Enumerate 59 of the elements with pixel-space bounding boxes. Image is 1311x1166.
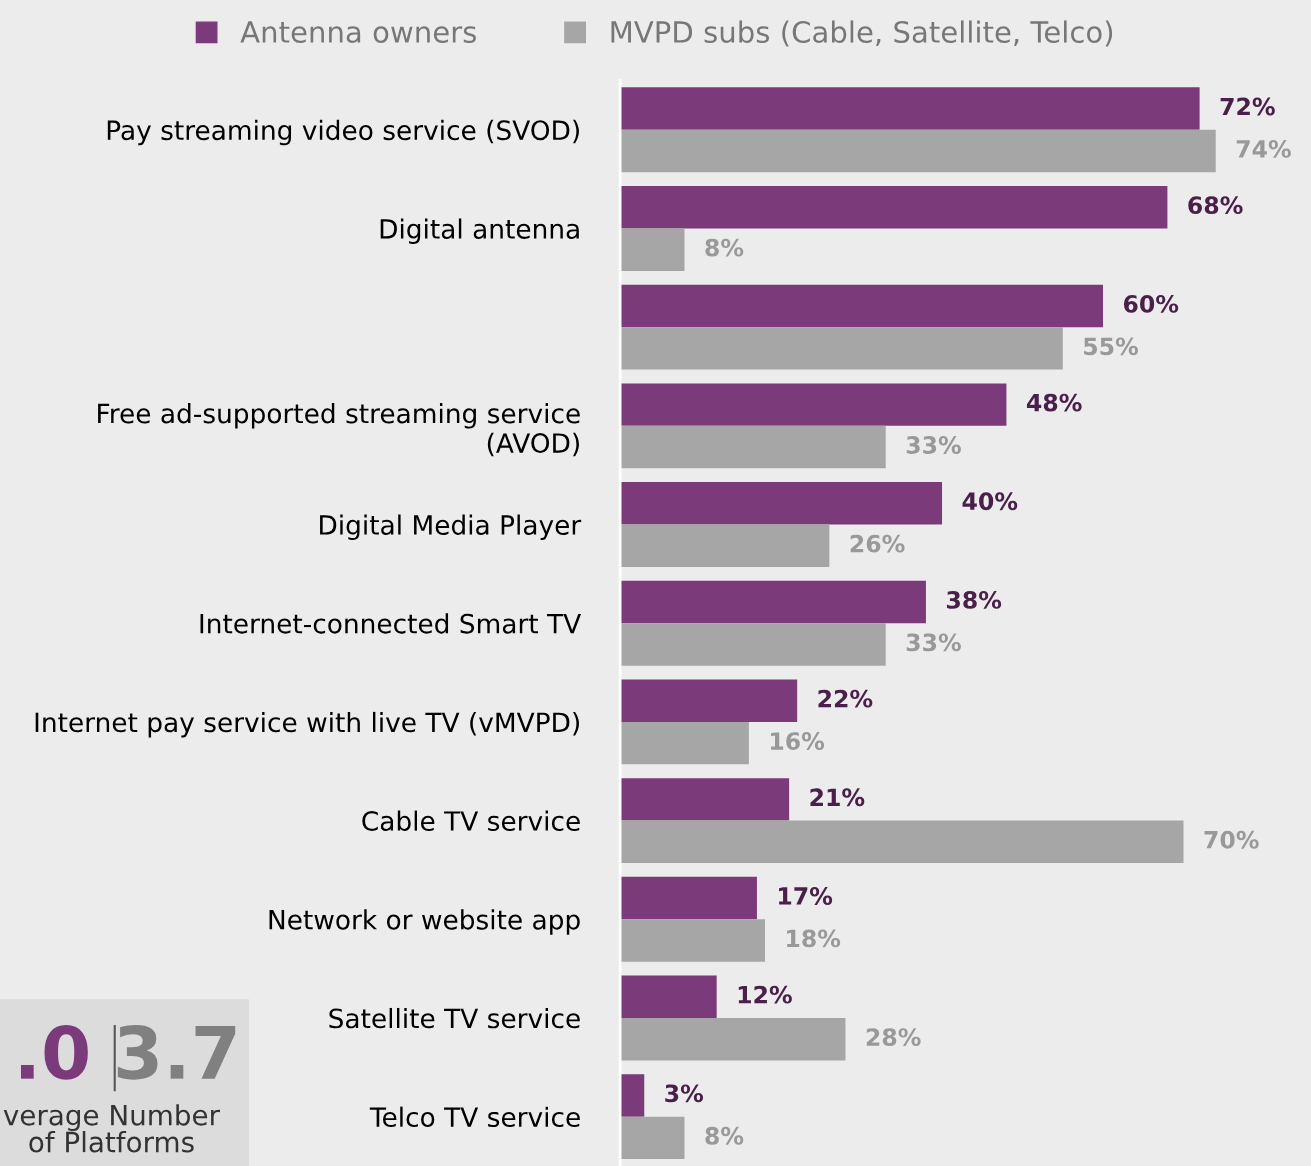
legend-label: MVPD subs (Cable, Satellite, Telco): [611, 20, 1113, 47]
data-label: 21%: [810, 788, 865, 807]
data-label: 55%: [1084, 337, 1138, 356]
bar: [620, 1116, 685, 1160]
bar: [620, 1017, 846, 1061]
bar: [620, 425, 886, 469]
data-label: 33%: [906, 436, 961, 454]
y-tick-label: Internet-connected Smart TV: [200, 613, 581, 634]
text: .0: [20, 1025, 88, 1080]
data-label: 74%: [1236, 140, 1291, 158]
y-tick-label: Network or website app: [269, 909, 580, 935]
bar: [620, 623, 886, 666]
bar: [620, 383, 1007, 426]
data-label: 33%: [906, 633, 961, 652]
data-label: 8%: [705, 238, 744, 257]
bar: [620, 284, 1104, 328]
bar: [620, 679, 798, 722]
y-tick-label: Free ad-supported streaming service (AVOD): [98, 403, 580, 457]
bar: [620, 482, 943, 525]
data-label: 40%: [962, 492, 1018, 511]
bar: [620, 820, 1184, 864]
data-label: 70%: [1204, 830, 1259, 849]
data-label: 68%: [1188, 196, 1243, 215]
data-label: 16%: [770, 732, 825, 750]
bar: [620, 919, 765, 962]
y-tick-label: Telco TV service: [369, 1106, 580, 1128]
data-label: 17%: [779, 887, 833, 905]
bar: [620, 975, 717, 1018]
data-label: 48%: [1026, 393, 1082, 412]
data-label: 22%: [818, 689, 873, 708]
bar: [620, 129, 1216, 173]
y-tick-label: Pay streaming video service (SVOD): [107, 119, 579, 146]
y-tick-label: Digital Media Player: [320, 514, 582, 541]
data-label: 8%: [705, 1126, 744, 1145]
data-label: 12%: [738, 985, 792, 1004]
text: 3.7: [117, 1025, 236, 1080]
y-tick-label: Internet pay service with live TV (vMVPD): [35, 711, 579, 738]
bar: [620, 721, 749, 765]
bar: [620, 524, 830, 567]
data-label: 72%: [1220, 97, 1275, 116]
bar: [620, 1074, 645, 1117]
text: verage Number of Platforms: [3, 1104, 220, 1153]
bar: [620, 186, 1168, 229]
data-label: 3%: [665, 1084, 704, 1103]
bar: [620, 778, 790, 821]
y-tick-label: Satellite TV service: [329, 1007, 580, 1029]
legend-label: Antenna owners: [240, 21, 476, 43]
data-label: 38%: [946, 591, 1002, 609]
y-tick-label: Digital antenna: [380, 218, 579, 244]
data-label: 60%: [1123, 294, 1179, 313]
data-label: 26%: [850, 534, 905, 553]
bar: [620, 327, 1063, 370]
bar: [620, 87, 1200, 130]
bar: [620, 580, 926, 624]
data-label: 28%: [866, 1028, 921, 1047]
y-tick-label: Cable TV service: [362, 810, 580, 831]
bar: [620, 228, 685, 271]
data-label: 18%: [787, 929, 841, 948]
bar: [620, 876, 757, 920]
